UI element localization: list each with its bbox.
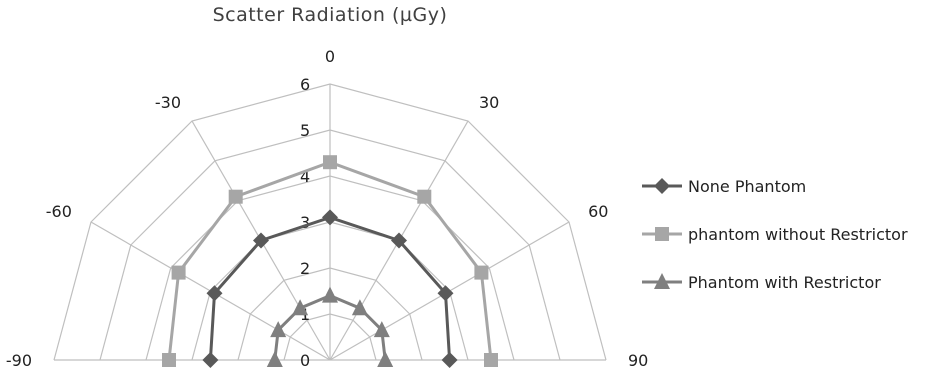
data-point <box>322 209 338 226</box>
legend-item: None Phantom <box>640 162 908 210</box>
angle-label: 0 <box>325 47 335 66</box>
chart-legend: None Phantom phantom without Restrictor Ph… <box>640 162 908 306</box>
angle-label: -90 <box>6 351 32 370</box>
legend-marker <box>655 227 669 241</box>
data-point <box>270 321 287 338</box>
angle-label: 30 <box>479 93 499 112</box>
legend-marker <box>654 273 670 289</box>
data-point <box>253 232 269 249</box>
data-point <box>162 353 176 367</box>
angle-label: -30 <box>155 93 181 112</box>
angle-label: 60 <box>588 202 608 221</box>
radial-tick-label: 3 <box>300 213 310 232</box>
radial-tick-label: 4 <box>300 167 310 186</box>
legend-marker <box>654 178 670 194</box>
series-phantom-with-restrictor <box>266 286 394 367</box>
radial-tick-label: 0 <box>300 351 310 370</box>
legend-swatch <box>642 273 682 289</box>
data-point <box>202 352 219 368</box>
data-point <box>322 286 338 303</box>
data-point <box>351 299 368 316</box>
data-point <box>437 285 454 302</box>
data-point <box>266 351 283 367</box>
radial-tick-label: 2 <box>300 259 310 278</box>
data-point <box>391 232 407 249</box>
data-point <box>484 353 498 367</box>
legend-label: phantom without Restrictor <box>688 224 908 244</box>
legend-label: Phantom with Restrictor <box>688 272 881 292</box>
data-point <box>206 285 223 302</box>
data-point <box>417 189 432 204</box>
data-point <box>171 265 186 280</box>
angle-label: 90 <box>628 351 648 370</box>
legend-item: phantom without Restrictor <box>640 210 908 258</box>
series-none-phantom <box>202 209 458 368</box>
radial-tick-label: 6 <box>300 75 310 94</box>
legend-item: Phantom with Restrictor <box>640 258 908 306</box>
legend-label: None Phantom <box>688 176 807 196</box>
data-point <box>292 299 309 316</box>
series-phantom-without-restrictor <box>162 155 498 367</box>
angle-label: -60 <box>46 202 72 221</box>
chart-title: Scatter Radiation (µGy) <box>212 4 448 26</box>
radial-tick-label: 5 <box>300 121 310 140</box>
data-point <box>441 352 458 368</box>
data-point <box>373 321 390 338</box>
legend-swatch <box>642 178 682 194</box>
legend-swatch <box>642 227 682 241</box>
data-point <box>323 155 337 170</box>
data-point <box>377 351 394 367</box>
data-point <box>228 189 243 204</box>
data-point <box>474 265 489 280</box>
